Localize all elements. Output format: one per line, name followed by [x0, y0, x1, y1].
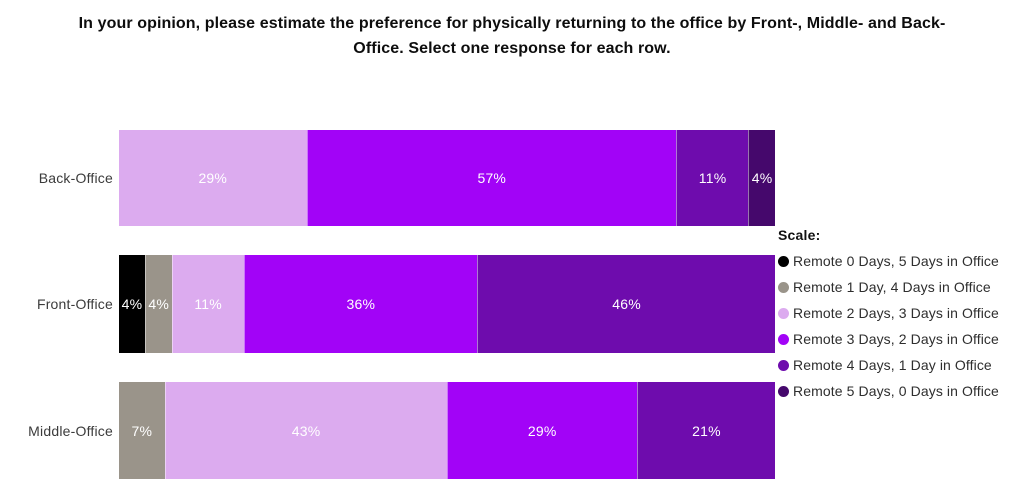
segment-value-label: 29%: [198, 170, 228, 186]
bar-segment: 11%: [676, 130, 749, 226]
segment-value-label: 4%: [121, 296, 143, 312]
legend-color-dot-icon: [778, 255, 789, 267]
segment-value-label: 11%: [698, 170, 727, 186]
segment-value-label: 7%: [131, 422, 153, 439]
stacked-bar: 29% 57% 11% 4%: [119, 130, 776, 226]
legend-item: Remote 3 Days, 2 Days in Office: [778, 326, 1024, 352]
legend-item-label: Remote 1 Day, 4 Days in Office: [793, 279, 991, 295]
legend-item-label: Remote 5 Days, 0 Days in Office: [793, 383, 999, 399]
legend-item: Remote 1 Day, 4 Days in Office: [778, 274, 1024, 300]
bar-segment: 43%: [164, 382, 447, 479]
legend: Scale: Remote 0 Days, 5 Days in Office Re…: [778, 227, 1024, 404]
row-label: Front-Office: [36, 296, 113, 312]
legend-items: Remote 0 Days, 5 Days in Office Remote 1 …: [778, 248, 1024, 404]
bar-segment: 29%: [119, 130, 307, 226]
segment-value-label: 21%: [692, 422, 721, 439]
row-label: Back-Office: [38, 170, 113, 186]
segment-value-label: 4%: [148, 296, 170, 312]
segment-value-label: 4%: [751, 170, 773, 186]
legend-item: Remote 4 Days, 1 Day in Office: [778, 352, 1024, 378]
segment-value-label: 46%: [612, 296, 641, 312]
legend-heading: Scale:: [778, 227, 821, 243]
legend-item: Remote 2 Days, 3 Days in Office: [778, 300, 1024, 326]
legend-item-label: Remote 2 Days, 3 Days in Office: [793, 305, 999, 321]
legend-item: Remote 5 Days, 0 Days in Office: [778, 378, 1024, 404]
stacked-bar: 4% 4% 11% 36% 46%: [119, 255, 776, 353]
legend-item-label: Remote 3 Days, 2 Days in Office: [793, 331, 999, 347]
legend-color-dot-icon: [778, 359, 789, 371]
bar-segment: 21%: [636, 382, 775, 479]
bar-segment: 46%: [477, 255, 776, 353]
chart-title: In your opinion, please estimate the pre…: [78, 15, 946, 57]
legend-color-dot-icon: [778, 307, 789, 319]
stacked-bar: 7% 43% 29% 21%: [119, 382, 775, 479]
bar-segment: 57%: [306, 130, 677, 226]
row-label: Middle-Office: [28, 422, 113, 439]
bar-segment: 4%: [119, 255, 145, 353]
bar-segment: 36%: [243, 255, 478, 353]
legend-color-dot-icon: [778, 333, 789, 345]
bar-segment: 29%: [446, 382, 637, 479]
legend-item-label: Remote 0 Days, 5 Days in Office: [793, 253, 999, 269]
bar-segment: 7%: [119, 382, 165, 479]
segment-value-label: 36%: [346, 296, 376, 312]
segment-value-label: 43%: [291, 422, 321, 439]
bar-segment: 11%: [171, 255, 244, 353]
segment-value-label: 57%: [477, 170, 507, 186]
legend-item-label: Remote 4 Days, 1 Day in Office: [793, 357, 992, 373]
bar-segment: 4%: [144, 255, 172, 353]
bar-segment: 4%: [748, 130, 776, 226]
legend-color-dot-icon: [778, 281, 789, 293]
legend-color-dot-icon: [778, 385, 789, 397]
segment-value-label: 29%: [527, 422, 557, 439]
segment-value-label: 11%: [194, 296, 222, 312]
legend-item: Remote 0 Days, 5 Days in Office: [778, 248, 1024, 274]
